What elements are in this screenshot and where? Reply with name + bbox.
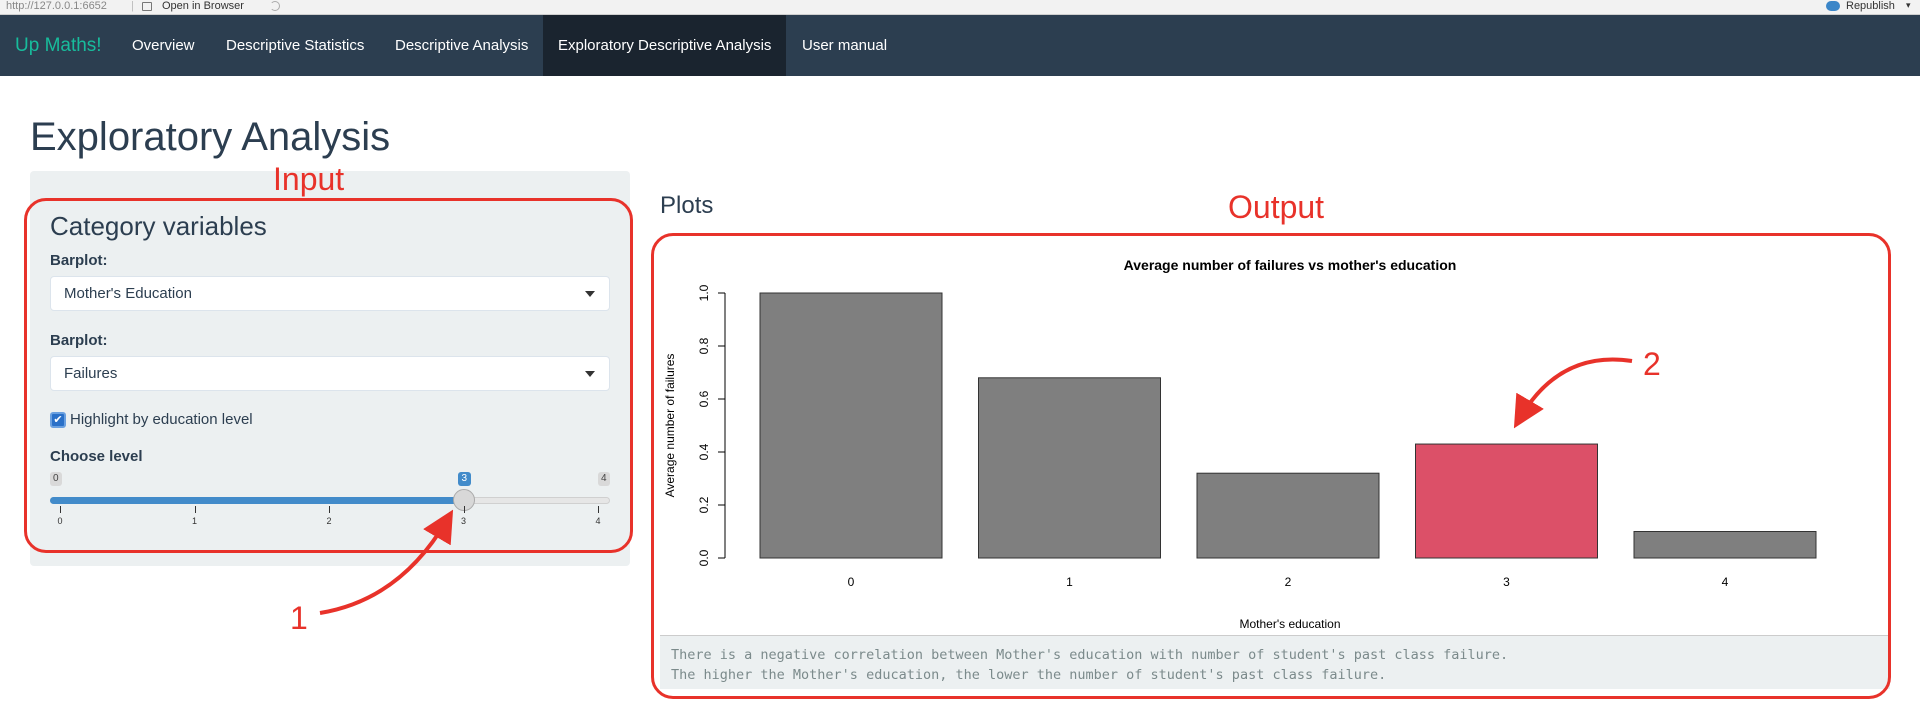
sidebar-heading: Category variables <box>50 211 267 241</box>
barplot1-label: Barplot: <box>50 252 108 269</box>
slider-tick-label: 3 <box>460 516 466 526</box>
text-output: There is a negative correlation between … <box>660 635 1890 689</box>
x-tick-label: 0 <box>848 575 855 589</box>
plots-heading: Plots <box>660 192 714 219</box>
slider-tick <box>194 506 196 513</box>
sidebar-panel: Category variables Barplot: Mother's Edu… <box>30 171 630 566</box>
nav-tab-overview[interactable]: Overview <box>132 37 195 54</box>
barplot-chart: Average number of failures vs mother's e… <box>663 257 1817 630</box>
refresh-icon[interactable] <box>270 1 280 11</box>
slider-min-badge: 0 <box>50 472 62 486</box>
nav-tab-exploratory-descriptive-analysis[interactable]: Exploratory Descriptive Analysis <box>543 15 787 76</box>
x-axis-label: Mother's education <box>1239 617 1340 630</box>
slider-value-badge: 3 <box>457 472 472 486</box>
slider-tick-label: 4 <box>595 516 601 526</box>
y-tick-label: 0.0 <box>697 549 711 566</box>
toolbar-separator: | <box>131 0 134 12</box>
navbar: Up Maths! Overview Descriptive Statistic… <box>0 15 1920 76</box>
barplot2-label: Barplot: <box>50 332 108 349</box>
x-tick-label: 2 <box>1285 575 1292 589</box>
caret-down-icon <box>585 371 595 377</box>
bar <box>1633 531 1817 559</box>
chevron-down-icon[interactable]: ▾ <box>1906 0 1911 10</box>
barplot2-select[interactable]: Failures <box>50 356 610 391</box>
bar <box>759 292 943 559</box>
slider-tick-label: 1 <box>191 516 197 526</box>
x-tick-label: 4 <box>1722 575 1729 589</box>
slider-label: Choose level <box>50 448 143 465</box>
page-title: Exploratory Analysis <box>30 115 391 159</box>
output-annotation-box <box>651 233 1891 699</box>
republish-button[interactable]: Republish <box>1846 0 1895 12</box>
browser-toolbar: http://127.0.0.1:6652 | Open in Browser … <box>0 0 1920 15</box>
bar <box>1196 472 1380 559</box>
input-annotation-label: Input <box>273 161 345 197</box>
y-tick-label: 1.0 <box>697 284 711 301</box>
nav-tab-descriptive-statistics[interactable]: Descriptive Statistics <box>226 37 365 54</box>
bar <box>1415 443 1598 559</box>
slider-tick <box>329 506 330 513</box>
republish-icon[interactable] <box>1826 1 1840 11</box>
caret-down-icon <box>585 291 595 297</box>
y-tick-label: 0.6 <box>697 390 711 407</box>
chart-title: Average number of failures vs mother's e… <box>1124 257 1457 273</box>
text-output-line: There is a negative correlation between … <box>671 647 1509 663</box>
annotation-number-1: 1 <box>290 600 308 636</box>
open-in-browser-button[interactable]: Open in Browser <box>162 0 244 12</box>
text-output-line: The higher the Mother's education, the l… <box>671 667 1387 683</box>
nav-tab-user-manual[interactable]: User manual <box>802 37 888 54</box>
barplot2-value: Failures <box>64 365 118 382</box>
y-tick-label: 0.8 <box>697 337 711 354</box>
slider-tick <box>463 506 465 513</box>
nav-tab-descriptive-analysis[interactable]: Descriptive Analysis <box>395 37 529 54</box>
highlight-checkbox[interactable]: ✔ <box>50 412 66 428</box>
annotation-number-2: 2 <box>1643 346 1661 382</box>
x-tick-label: 3 <box>1503 575 1510 589</box>
x-tick-label: 1 <box>1066 575 1073 589</box>
y-axis-label: Average number of failures <box>663 354 677 498</box>
barplot1-value: Mother's Education <box>64 285 192 302</box>
slider-tick <box>60 506 61 513</box>
navbar-brand[interactable]: Up Maths! <box>15 35 102 56</box>
url-text: http://127.0.0.1:6652 <box>6 0 107 12</box>
slider-fill <box>50 497 464 504</box>
y-tick-label: 0.4 <box>697 443 711 460</box>
bar <box>978 377 1161 559</box>
y-tick-label: 0.2 <box>697 496 711 513</box>
input-annotation-box <box>24 198 633 553</box>
barplot1-select[interactable]: Mother's Education <box>50 276 610 311</box>
output-annotation-label: Output <box>1228 189 1325 225</box>
slider-max-badge: 4 <box>598 472 610 486</box>
highlight-checkbox-label[interactable]: Highlight by education level <box>70 411 253 428</box>
open-in-browser-icon[interactable] <box>142 2 152 11</box>
slider-tick-label: 0 <box>57 516 63 526</box>
slider-tick <box>598 506 599 513</box>
